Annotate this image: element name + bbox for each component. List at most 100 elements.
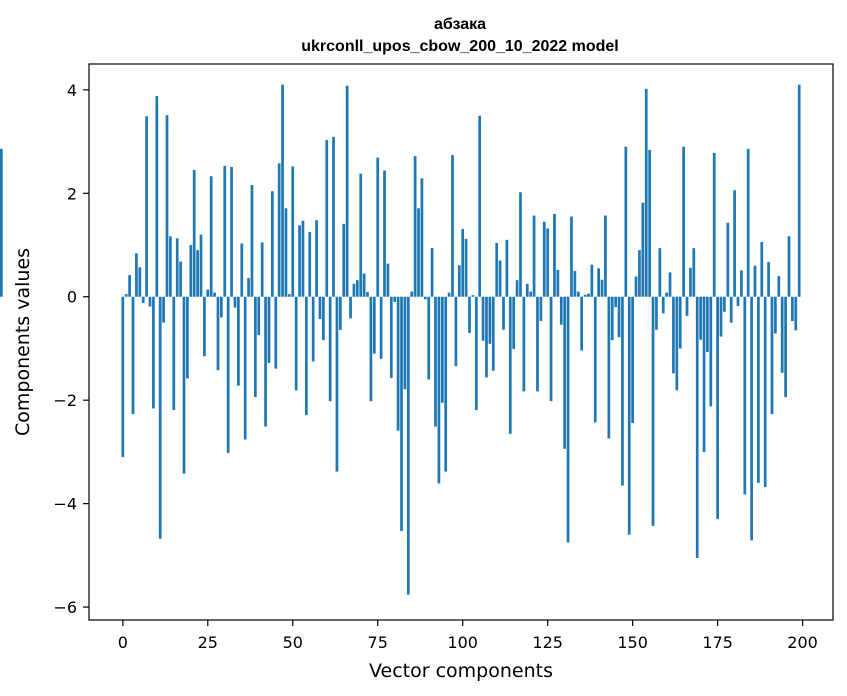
bar [192,170,196,297]
bar [175,238,179,297]
bar [515,280,519,297]
bar [529,291,533,297]
x-tick-label: 100 [447,633,478,652]
bar [706,296,709,353]
bar [196,250,199,297]
bar [532,215,536,297]
bar [593,296,597,423]
bar [400,296,403,532]
x-tick-label: 150 [617,633,648,652]
bar [189,245,193,297]
bar [461,228,465,297]
bar [396,296,400,431]
bar [165,115,169,297]
bar [685,296,689,316]
bar [627,296,631,535]
bar [546,228,550,297]
bar [597,268,601,297]
bar [502,296,505,330]
bar [294,296,298,391]
bar [709,296,713,407]
x-tick-label: 0 [118,633,128,652]
bar [767,262,770,297]
y-tick-label: −6 [53,598,77,617]
bar [304,296,308,416]
bar [393,296,397,302]
bar [148,296,152,307]
bar [702,296,706,452]
bar [774,296,777,334]
bar [478,115,482,297]
bar [508,296,512,434]
bar [498,260,502,297]
bar [624,146,628,297]
bar [121,296,125,458]
bar [733,190,736,297]
bar [342,223,346,297]
bar [315,220,318,297]
plot-frame [88,63,834,621]
bar [457,265,461,297]
bar [186,296,189,379]
bar [791,296,794,322]
bar [145,116,148,297]
bar [621,296,624,486]
bar [233,296,237,308]
bar [631,296,634,423]
bar [570,216,573,297]
bar [298,225,301,297]
bar [325,140,329,297]
bar [267,296,271,363]
bar [743,296,747,495]
bar [464,238,468,297]
bar [321,296,325,341]
bar [288,294,291,297]
bar [338,296,342,330]
bar [695,296,699,558]
bar [376,157,380,297]
bar [230,166,233,297]
bar [675,296,679,391]
bar [349,296,352,319]
bar [355,280,359,297]
bar [556,269,560,297]
bar [590,264,594,297]
x-tick-label: 25 [198,633,218,652]
bar [237,296,240,386]
bar [417,208,420,297]
bar [352,283,356,297]
bar [451,155,454,297]
bar [444,296,448,472]
bar [580,296,584,351]
bar [770,296,774,415]
bar [614,296,618,308]
bar [604,215,607,297]
bar [563,296,567,449]
bar [257,296,261,336]
bar [787,236,791,297]
bar [583,294,587,297]
bar [600,279,604,297]
y-tick-label: 4 [67,81,77,100]
bar [260,242,264,297]
bar [182,296,186,474]
bar [740,270,743,297]
x-axis: 0 25 50 75 100 125 150 175 200 [118,620,818,652]
bar [345,85,349,297]
x-tick-label: 200 [787,633,818,652]
bar [406,296,410,595]
bar [522,296,526,392]
bar [141,296,145,303]
chart-subtitle: ukrconll_upos_cbow_200_10_2022 model [301,38,618,55]
bar [199,234,203,297]
y-tick-label: −2 [53,391,77,410]
bar [430,248,434,297]
bar [682,146,685,297]
bar [243,296,247,440]
bar [672,296,675,374]
bar [723,296,726,312]
bar [389,296,393,378]
bar [169,236,172,297]
